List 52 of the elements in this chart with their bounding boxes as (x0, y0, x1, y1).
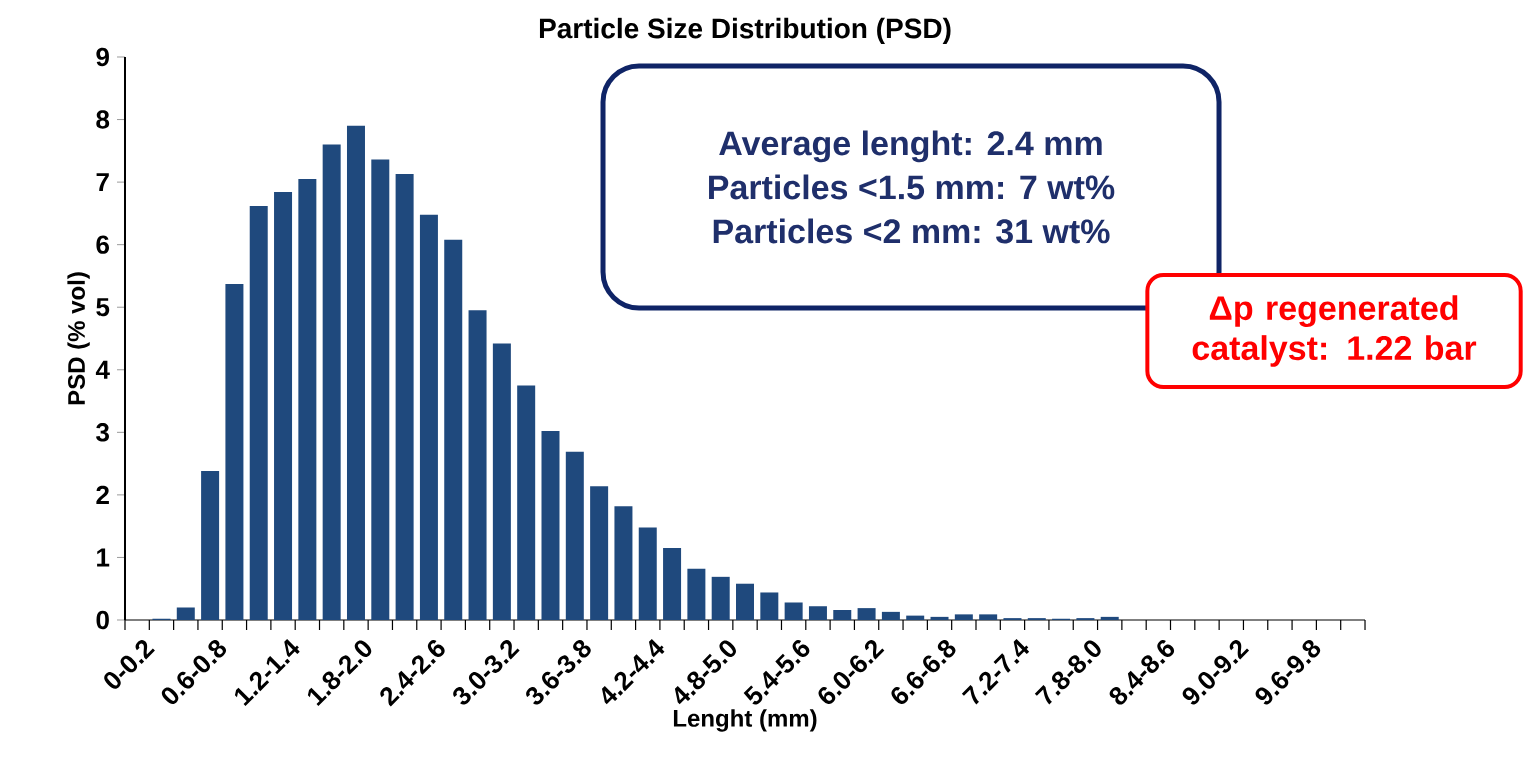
y-tick-label: 1 (97, 548, 110, 567)
bar (711, 576, 730, 620)
bar (881, 611, 900, 620)
bar (954, 614, 973, 620)
y-tick-label: 3 (96, 423, 109, 442)
chart-title: Particle Size Distribution (PSD) (539, 17, 951, 44)
bar (784, 602, 803, 620)
bar (468, 310, 487, 620)
annotation: Average lenght: 2.4 mm (719, 130, 1102, 163)
bar (176, 607, 195, 620)
bar (346, 125, 365, 620)
bar (906, 615, 925, 620)
bar (322, 144, 341, 620)
bar (444, 239, 463, 620)
bar (201, 471, 220, 620)
bar (760, 592, 779, 620)
bar (638, 527, 657, 620)
annotation: Δp regenerated catalyst: 1.22 bar (1192, 295, 1477, 367)
bar (249, 205, 268, 620)
y-tick-label: 6 (96, 235, 109, 254)
bar (736, 583, 755, 620)
y-tick-label: 5 (96, 298, 110, 317)
bar (274, 192, 293, 620)
bar (979, 614, 998, 620)
y-tick-label: 7 (96, 173, 109, 192)
y-tick-label: 9 (96, 47, 109, 67)
bar (857, 608, 876, 620)
bar (419, 214, 438, 620)
bar (590, 486, 609, 620)
bar (930, 616, 949, 620)
bar (395, 173, 414, 620)
bar (541, 431, 560, 620)
y-tick-label: 0 (96, 610, 109, 630)
y-tick-label: 4 (95, 360, 110, 379)
y-axis-title: PSD (% vol) (67, 272, 90, 405)
bar (492, 343, 511, 620)
bar (298, 178, 317, 620)
y-tick-label: 2 (96, 485, 109, 504)
y-tick-label: 8 (96, 110, 110, 129)
bar (225, 284, 244, 620)
bar (614, 506, 633, 620)
annotation: Particles <2 mm: 31 wt% (713, 218, 1110, 244)
bar (371, 159, 390, 620)
bar (663, 548, 682, 620)
x-axis-title: Lenght (mm) (673, 709, 817, 732)
bar (833, 609, 852, 620)
annotation: Particles <1.5 mm: 7 wt% (709, 174, 1115, 200)
bar (565, 451, 584, 620)
bar (1100, 616, 1119, 620)
bar (687, 568, 706, 620)
bar (808, 606, 827, 620)
bar (517, 385, 536, 620)
